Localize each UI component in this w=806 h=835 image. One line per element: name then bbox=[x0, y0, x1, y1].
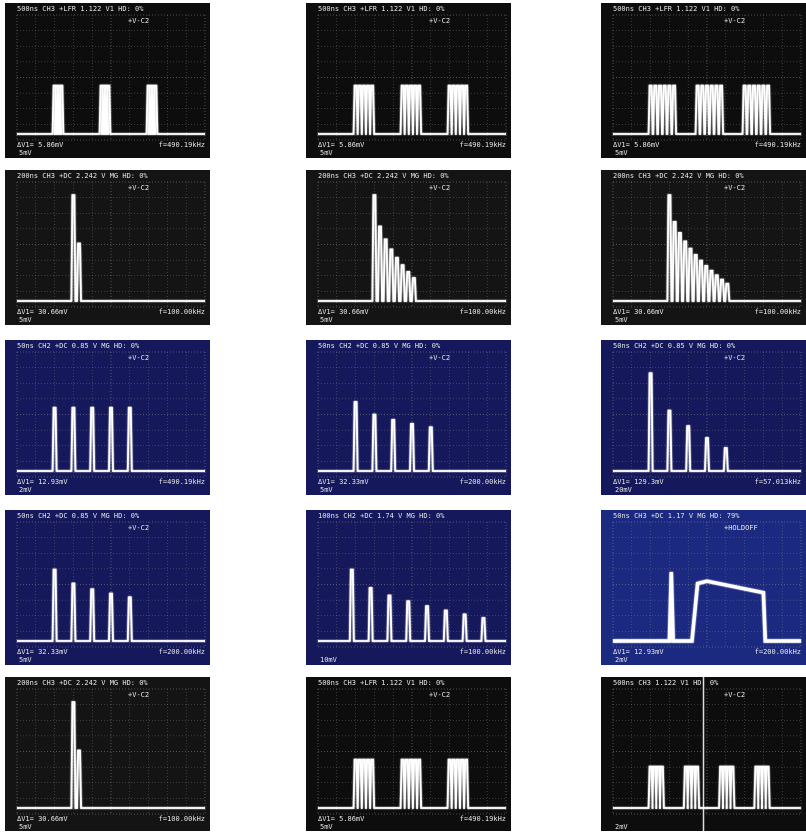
header-text: 50ns CH2 +DC 0.85 V MG HD: 0% bbox=[318, 342, 441, 350]
readout-text: ΔV1= 30.66mV bbox=[318, 308, 369, 316]
header-text: 50ns CH2 +DC 0.85 V MG HD: 0% bbox=[17, 342, 140, 350]
scope-panel: 500ns CH3 +LFR 1.122 V1 HD: 0% +V-C2 ΔV1= … bbox=[306, 3, 511, 158]
readout-text: ΔV1= 30.66mV bbox=[613, 308, 664, 316]
scope-panel: 50ns CH2 +DC 0.85 V MG HD: 0% +V-C2 ΔV1= 3… bbox=[306, 340, 511, 495]
marker-text: +V-C2 bbox=[128, 17, 149, 25]
header-text: 200ns CH3 +DC 2.242 V MG HD: 0% bbox=[17, 679, 148, 687]
header-text: 100ns CH2 +DC 1.74 V MG HD: 0% bbox=[318, 512, 445, 520]
scope-panel: 50ns CH3 +DC 1.17 V MG HD: 79% +HOLDOFF ΔV… bbox=[601, 510, 806, 665]
scope-panel: 100ns CH2 +DC 1.74 V MG HD: 0% f=100.00kH… bbox=[306, 510, 511, 665]
scope-panel: 500ns CH3 +LFR 1.122 V1 HD: 0% +V-C2 ΔV1= … bbox=[306, 677, 511, 831]
marker-text: +V-C2 bbox=[724, 354, 745, 362]
scale-text: 5mV bbox=[320, 486, 333, 494]
header-text: 500ns CH3 +LFR 1.122 V1 HD: 0% bbox=[318, 5, 445, 13]
readout-text: ΔV1= 32.33mV bbox=[318, 478, 369, 486]
header-text: 50ns CH3 +DC 1.17 V MG HD: 79% bbox=[613, 512, 740, 520]
readout-text: ΔV1= 30.66mV bbox=[17, 815, 68, 823]
frequency-text: f=100.00kHz bbox=[159, 815, 205, 823]
scale-text: 5mV bbox=[615, 316, 628, 324]
scale-text: 5mV bbox=[320, 823, 333, 831]
scope-panel: 200ns CH3 +DC 2.242 V MG HD: 0% +V-C2 ΔV1=… bbox=[306, 170, 511, 325]
page: {"panels": [ {"header": "500ns CH3 +LFR … bbox=[0, 0, 806, 831]
readout-text: ΔV1= 12.93mV bbox=[17, 478, 68, 486]
header-text: 200ns CH3 +DC 2.242 V MG HD: 0% bbox=[318, 172, 449, 180]
readout-text: ΔV1= 129.3mV bbox=[613, 478, 664, 486]
scale-text: 5mV bbox=[19, 656, 32, 664]
frequency-text: f=490.19kHz bbox=[460, 141, 506, 149]
scope-panel: 500ns CH3 +LFR 1.122 V1 HD: 0% +V-C2 ΔV1= … bbox=[5, 3, 210, 158]
header-text: 200ns CH3 +DC 2.242 V MG HD: 0% bbox=[17, 172, 148, 180]
marker-text: +V-C2 bbox=[724, 184, 745, 192]
marker-text: +V-C2 bbox=[429, 17, 450, 25]
scale-text: 5mV bbox=[19, 823, 32, 831]
scale-text: 20mV bbox=[615, 486, 633, 494]
figure: 500ns CH3 +LFR 1.122 V1 HD: 0% +V-C2 ΔV1= … bbox=[0, 0, 806, 831]
header-text: 200ns CH3 +DC 2.242 V MG HD: 0% bbox=[613, 172, 744, 180]
readout-text: ΔV1= 30.66mV bbox=[17, 308, 68, 316]
frequency-text: f=200.00kHz bbox=[159, 648, 205, 656]
marker-text: +V-C2 bbox=[128, 524, 149, 532]
marker-text: +V-C2 bbox=[724, 691, 745, 699]
scale-text: 2mV bbox=[615, 823, 628, 831]
marker-text: +V-C2 bbox=[429, 184, 450, 192]
scope-panel: 500ns CH3 +LFR 1.122 V1 HD: 0% +V-C2 ΔV1= … bbox=[601, 3, 806, 158]
scale-text: 5mV bbox=[615, 149, 628, 157]
scope-panel: 500ns CH3 1.122 V1 HD: 0% +V-C2 2mV bbox=[601, 677, 806, 831]
frequency-text: f=100.00kHz bbox=[159, 308, 205, 316]
frequency-text: f=490.19kHz bbox=[755, 141, 801, 149]
marker-text: +V-C2 bbox=[128, 184, 149, 192]
readout-text: ΔV1= 5.86mV bbox=[318, 141, 365, 149]
frequency-text: f=490.19kHz bbox=[460, 815, 506, 823]
scale-text: 2mV bbox=[19, 486, 32, 494]
scope-panel: 50ns CH2 +DC 0.85 V MG HD: 0% +V-C2 ΔV1= 1… bbox=[601, 340, 806, 495]
header-text: 500ns CH3 +LFR 1.122 V1 HD: 0% bbox=[613, 5, 740, 13]
scale-text: 10mV bbox=[320, 656, 338, 664]
frequency-text: f=490.19kHz bbox=[159, 478, 205, 486]
marker-text: +V-C2 bbox=[429, 691, 450, 699]
scope-panel: 200ns CH3 +DC 2.242 V MG HD: 0% +V-C2 ΔV1=… bbox=[601, 170, 806, 325]
frequency-text: f=200.00kHz bbox=[755, 648, 801, 656]
frequency-text: f=57.013kHz bbox=[755, 478, 801, 486]
readout-text: ΔV1= 12.93mV bbox=[613, 648, 664, 656]
header-text: 500ns CH3 1.122 V1 HD: 0% bbox=[613, 679, 719, 687]
scale-text: 2mV bbox=[615, 656, 628, 664]
frequency-text: f=490.19kHz bbox=[159, 141, 205, 149]
scale-text: 5mV bbox=[19, 149, 32, 157]
scope-panel: 200ns CH3 +DC 2.242 V MG HD: 0% +V-C2 ΔV1=… bbox=[5, 677, 210, 831]
readout-text: ΔV1= 5.86mV bbox=[613, 141, 660, 149]
scale-text: 5mV bbox=[19, 316, 32, 324]
scope-panel: 50ns CH2 +DC 0.85 V MG HD: 0% +V-C2 ΔV1= 1… bbox=[5, 340, 210, 495]
header-text: 50ns CH2 +DC 0.85 V MG HD: 0% bbox=[17, 512, 140, 520]
scope-panel: 50ns CH2 +DC 0.85 V MG HD: 0% +V-C2 ΔV1= 3… bbox=[5, 510, 210, 665]
scale-text: 5mV bbox=[320, 316, 333, 324]
frequency-text: f=100.00kHz bbox=[755, 308, 801, 316]
readout-text: ΔV1= 32.33mV bbox=[17, 648, 68, 656]
frequency-text: f=100.00kHz bbox=[460, 308, 506, 316]
marker-text: +HOLDOFF bbox=[724, 524, 758, 532]
header-text: 50ns CH2 +DC 0.85 V MG HD: 0% bbox=[613, 342, 736, 350]
readout-text: ΔV1= 5.86mV bbox=[318, 815, 365, 823]
marker-text: +V-C2 bbox=[128, 691, 149, 699]
scale-text: 5mV bbox=[320, 149, 333, 157]
header-text: 500ns CH3 +LFR 1.122 V1 HD: 0% bbox=[318, 679, 445, 687]
readout-text: ΔV1= 5.86mV bbox=[17, 141, 64, 149]
scope-panel: 200ns CH3 +DC 2.242 V MG HD: 0% +V-C2 ΔV1=… bbox=[5, 170, 210, 325]
marker-text: +V-C2 bbox=[429, 354, 450, 362]
marker-text: +V-C2 bbox=[128, 354, 149, 362]
marker-text: +V-C2 bbox=[724, 17, 745, 25]
header-text: 500ns CH3 +LFR 1.122 V1 HD: 0% bbox=[17, 5, 144, 13]
frequency-text: f=100.00kHz bbox=[460, 648, 506, 656]
frequency-text: f=200.00kHz bbox=[460, 478, 506, 486]
